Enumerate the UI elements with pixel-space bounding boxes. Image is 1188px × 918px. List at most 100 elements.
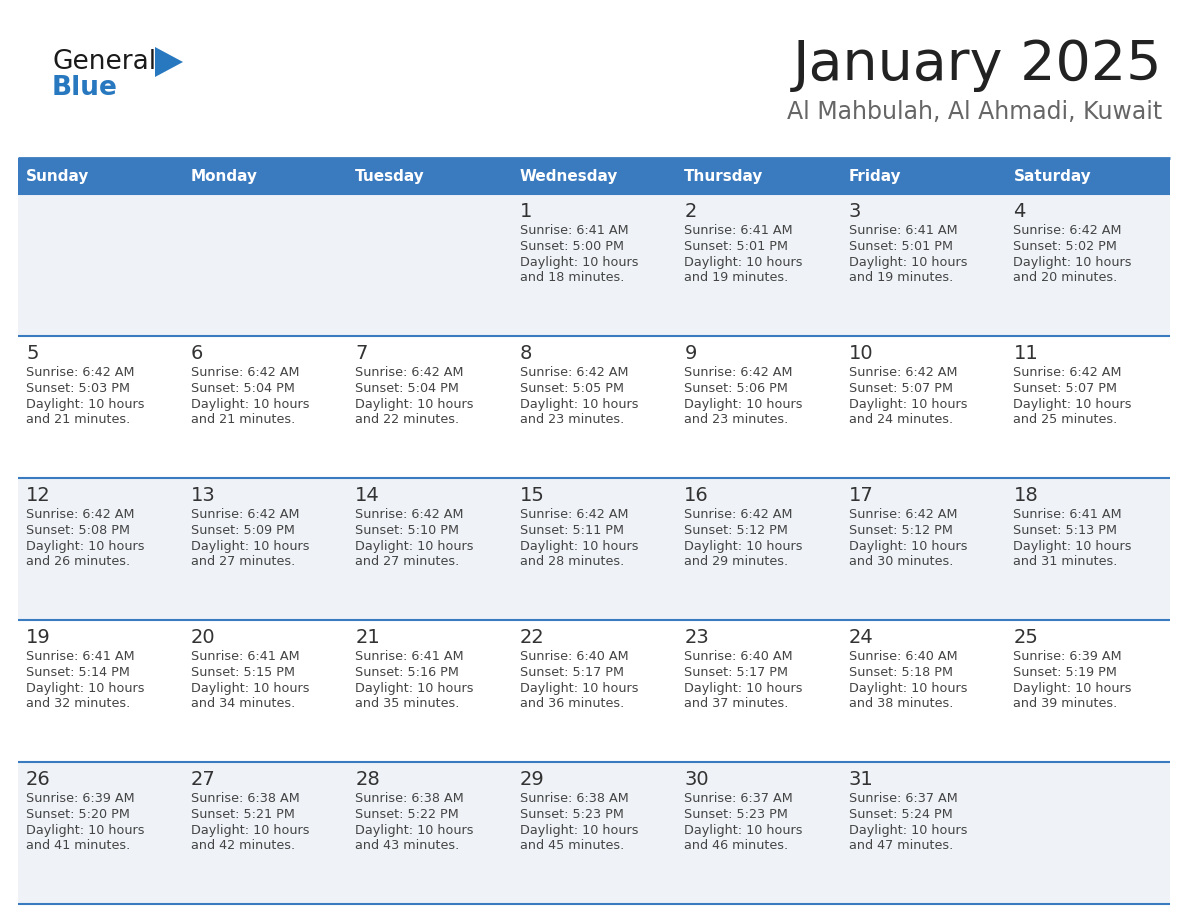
Text: Wednesday: Wednesday	[519, 169, 618, 184]
Text: and 34 minutes.: and 34 minutes.	[190, 698, 295, 711]
Text: Sunrise: 6:39 AM: Sunrise: 6:39 AM	[26, 792, 134, 805]
Text: Sunset: 5:17 PM: Sunset: 5:17 PM	[519, 666, 624, 678]
Text: Daylight: 10 hours: Daylight: 10 hours	[26, 397, 145, 410]
Text: and 28 minutes.: and 28 minutes.	[519, 555, 624, 568]
Text: 11: 11	[1013, 344, 1038, 363]
Text: Saturday: Saturday	[1013, 169, 1092, 184]
Text: and 27 minutes.: and 27 minutes.	[355, 555, 460, 568]
Text: Sunset: 5:10 PM: Sunset: 5:10 PM	[355, 524, 459, 537]
Text: and 25 minutes.: and 25 minutes.	[1013, 413, 1118, 426]
Text: Sunrise: 6:41 AM: Sunrise: 6:41 AM	[849, 224, 958, 237]
Text: 30: 30	[684, 770, 709, 789]
Text: Sunset: 5:13 PM: Sunset: 5:13 PM	[1013, 524, 1118, 537]
Text: and 31 minutes.: and 31 minutes.	[1013, 555, 1118, 568]
Text: Daylight: 10 hours: Daylight: 10 hours	[1013, 255, 1132, 269]
Text: Sunset: 5:12 PM: Sunset: 5:12 PM	[684, 524, 788, 537]
Text: Sunset: 5:12 PM: Sunset: 5:12 PM	[849, 524, 953, 537]
Text: Sunrise: 6:39 AM: Sunrise: 6:39 AM	[1013, 650, 1121, 663]
Text: and 36 minutes.: and 36 minutes.	[519, 698, 624, 711]
Text: 13: 13	[190, 486, 215, 505]
Text: Daylight: 10 hours: Daylight: 10 hours	[684, 255, 803, 269]
Text: Sunrise: 6:42 AM: Sunrise: 6:42 AM	[26, 508, 134, 521]
Text: Daylight: 10 hours: Daylight: 10 hours	[190, 823, 309, 836]
Text: and 37 minutes.: and 37 minutes.	[684, 698, 789, 711]
Text: 28: 28	[355, 770, 380, 789]
Text: Sunday: Sunday	[26, 169, 89, 184]
Text: and 20 minutes.: and 20 minutes.	[1013, 272, 1118, 285]
Text: and 45 minutes.: and 45 minutes.	[519, 839, 624, 853]
Text: General: General	[52, 49, 156, 75]
Text: Sunset: 5:09 PM: Sunset: 5:09 PM	[190, 524, 295, 537]
Text: 6: 6	[190, 344, 203, 363]
Text: Sunrise: 6:42 AM: Sunrise: 6:42 AM	[519, 366, 628, 379]
Text: 20: 20	[190, 628, 215, 647]
Text: Sunset: 5:23 PM: Sunset: 5:23 PM	[684, 808, 788, 821]
Text: Sunset: 5:03 PM: Sunset: 5:03 PM	[26, 382, 129, 395]
Text: and 46 minutes.: and 46 minutes.	[684, 839, 789, 853]
Bar	[18, 336, 1170, 478]
Text: Sunrise: 6:40 AM: Sunrise: 6:40 AM	[684, 650, 792, 663]
Text: 7: 7	[355, 344, 367, 363]
Text: Daylight: 10 hours: Daylight: 10 hours	[519, 540, 638, 553]
Bar	[18, 478, 1170, 620]
Text: Sunrise: 6:42 AM: Sunrise: 6:42 AM	[1013, 224, 1121, 237]
Text: Daylight: 10 hours: Daylight: 10 hours	[190, 540, 309, 553]
Text: 29: 29	[519, 770, 544, 789]
Text: and 30 minutes.: and 30 minutes.	[849, 555, 953, 568]
Text: 1: 1	[519, 202, 532, 221]
Text: Daylight: 10 hours: Daylight: 10 hours	[849, 255, 967, 269]
Text: Sunrise: 6:42 AM: Sunrise: 6:42 AM	[684, 366, 792, 379]
Text: Daylight: 10 hours: Daylight: 10 hours	[519, 397, 638, 410]
Text: Daylight: 10 hours: Daylight: 10 hours	[190, 681, 309, 695]
Text: Sunrise: 6:41 AM: Sunrise: 6:41 AM	[684, 224, 792, 237]
Text: Daylight: 10 hours: Daylight: 10 hours	[519, 681, 638, 695]
Text: Daylight: 10 hours: Daylight: 10 hours	[355, 540, 474, 553]
Text: Sunrise: 6:42 AM: Sunrise: 6:42 AM	[355, 508, 463, 521]
Text: Daylight: 10 hours: Daylight: 10 hours	[190, 397, 309, 410]
Text: Sunrise: 6:41 AM: Sunrise: 6:41 AM	[26, 650, 134, 663]
Text: 16: 16	[684, 486, 709, 505]
Text: 14: 14	[355, 486, 380, 505]
Text: Monday: Monday	[190, 169, 258, 184]
Text: Sunset: 5:06 PM: Sunset: 5:06 PM	[684, 382, 788, 395]
Text: Sunset: 5:11 PM: Sunset: 5:11 PM	[519, 524, 624, 537]
Text: and 18 minutes.: and 18 minutes.	[519, 272, 624, 285]
Text: Sunrise: 6:42 AM: Sunrise: 6:42 AM	[849, 366, 958, 379]
Text: Sunrise: 6:42 AM: Sunrise: 6:42 AM	[519, 508, 628, 521]
Text: and 26 minutes.: and 26 minutes.	[26, 555, 131, 568]
Text: 19: 19	[26, 628, 51, 647]
Text: Daylight: 10 hours: Daylight: 10 hours	[519, 823, 638, 836]
Text: and 23 minutes.: and 23 minutes.	[519, 413, 624, 426]
Text: Tuesday: Tuesday	[355, 169, 425, 184]
Text: Sunset: 5:20 PM: Sunset: 5:20 PM	[26, 808, 129, 821]
Text: and 21 minutes.: and 21 minutes.	[26, 413, 131, 426]
Bar	[18, 620, 1170, 762]
Text: Sunrise: 6:42 AM: Sunrise: 6:42 AM	[684, 508, 792, 521]
Text: 31: 31	[849, 770, 873, 789]
Text: Sunrise: 6:41 AM: Sunrise: 6:41 AM	[355, 650, 463, 663]
Text: Sunset: 5:04 PM: Sunset: 5:04 PM	[190, 382, 295, 395]
Text: Sunset: 5:05 PM: Sunset: 5:05 PM	[519, 382, 624, 395]
Text: Sunrise: 6:40 AM: Sunrise: 6:40 AM	[519, 650, 628, 663]
Text: and 35 minutes.: and 35 minutes.	[355, 698, 460, 711]
Text: Sunrise: 6:42 AM: Sunrise: 6:42 AM	[190, 508, 299, 521]
Text: Daylight: 10 hours: Daylight: 10 hours	[849, 540, 967, 553]
Text: 12: 12	[26, 486, 51, 505]
Text: and 42 minutes.: and 42 minutes.	[190, 839, 295, 853]
Text: 26: 26	[26, 770, 51, 789]
Text: Sunrise: 6:42 AM: Sunrise: 6:42 AM	[1013, 366, 1121, 379]
Polygon shape	[154, 47, 183, 77]
Text: 2: 2	[684, 202, 696, 221]
Text: Blue: Blue	[52, 75, 118, 101]
Text: Sunrise: 6:42 AM: Sunrise: 6:42 AM	[190, 366, 299, 379]
Text: Friday: Friday	[849, 169, 902, 184]
Text: Sunrise: 6:42 AM: Sunrise: 6:42 AM	[355, 366, 463, 379]
Text: Thursday: Thursday	[684, 169, 764, 184]
Text: Sunrise: 6:37 AM: Sunrise: 6:37 AM	[684, 792, 794, 805]
Text: and 19 minutes.: and 19 minutes.	[849, 272, 953, 285]
Text: Sunset: 5:04 PM: Sunset: 5:04 PM	[355, 382, 459, 395]
Text: Sunset: 5:24 PM: Sunset: 5:24 PM	[849, 808, 953, 821]
Text: Sunset: 5:18 PM: Sunset: 5:18 PM	[849, 666, 953, 678]
Text: and 22 minutes.: and 22 minutes.	[355, 413, 460, 426]
Text: and 27 minutes.: and 27 minutes.	[190, 555, 295, 568]
